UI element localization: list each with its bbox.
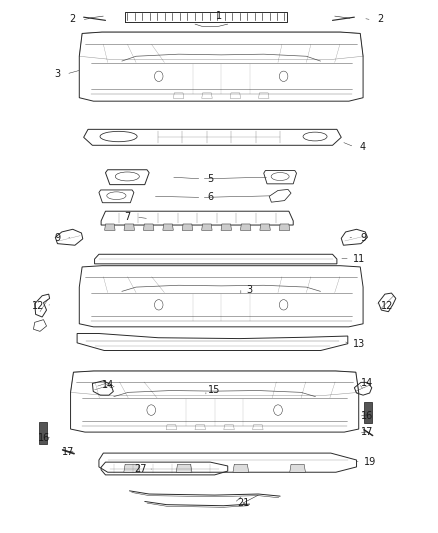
- Text: 17: 17: [62, 447, 74, 456]
- Text: 13: 13: [353, 338, 365, 349]
- Polygon shape: [124, 224, 134, 230]
- Bar: [364, 402, 372, 423]
- Bar: [39, 422, 47, 443]
- Text: 15: 15: [208, 385, 221, 395]
- Text: 9: 9: [360, 233, 366, 244]
- Text: 16: 16: [38, 433, 50, 443]
- Text: 3: 3: [54, 69, 60, 79]
- Polygon shape: [143, 224, 154, 230]
- Text: 7: 7: [124, 212, 131, 222]
- Text: 14: 14: [361, 378, 374, 389]
- Text: 9: 9: [54, 233, 60, 244]
- Polygon shape: [176, 464, 192, 472]
- Text: 2: 2: [378, 14, 384, 25]
- Text: 11: 11: [353, 254, 365, 263]
- Text: 4: 4: [360, 142, 366, 152]
- Text: 17: 17: [361, 427, 374, 438]
- Text: 2: 2: [70, 14, 76, 25]
- Text: 6: 6: [207, 192, 213, 203]
- Text: 12: 12: [381, 301, 393, 311]
- Text: 5: 5: [207, 174, 213, 184]
- Polygon shape: [124, 464, 140, 472]
- Text: 27: 27: [134, 464, 147, 473]
- Polygon shape: [163, 224, 173, 230]
- Polygon shape: [240, 224, 251, 230]
- Text: 14: 14: [102, 379, 114, 390]
- Text: 1: 1: [216, 11, 222, 21]
- Polygon shape: [105, 224, 115, 230]
- Polygon shape: [290, 464, 305, 472]
- Polygon shape: [233, 464, 249, 472]
- Text: 21: 21: [237, 498, 249, 508]
- Text: 16: 16: [361, 411, 374, 422]
- Polygon shape: [260, 224, 270, 230]
- Polygon shape: [201, 224, 212, 230]
- Text: 19: 19: [364, 457, 376, 466]
- Text: 3: 3: [247, 286, 253, 295]
- Polygon shape: [182, 224, 193, 230]
- Polygon shape: [221, 224, 232, 230]
- Polygon shape: [279, 224, 290, 230]
- Text: 12: 12: [32, 301, 44, 311]
